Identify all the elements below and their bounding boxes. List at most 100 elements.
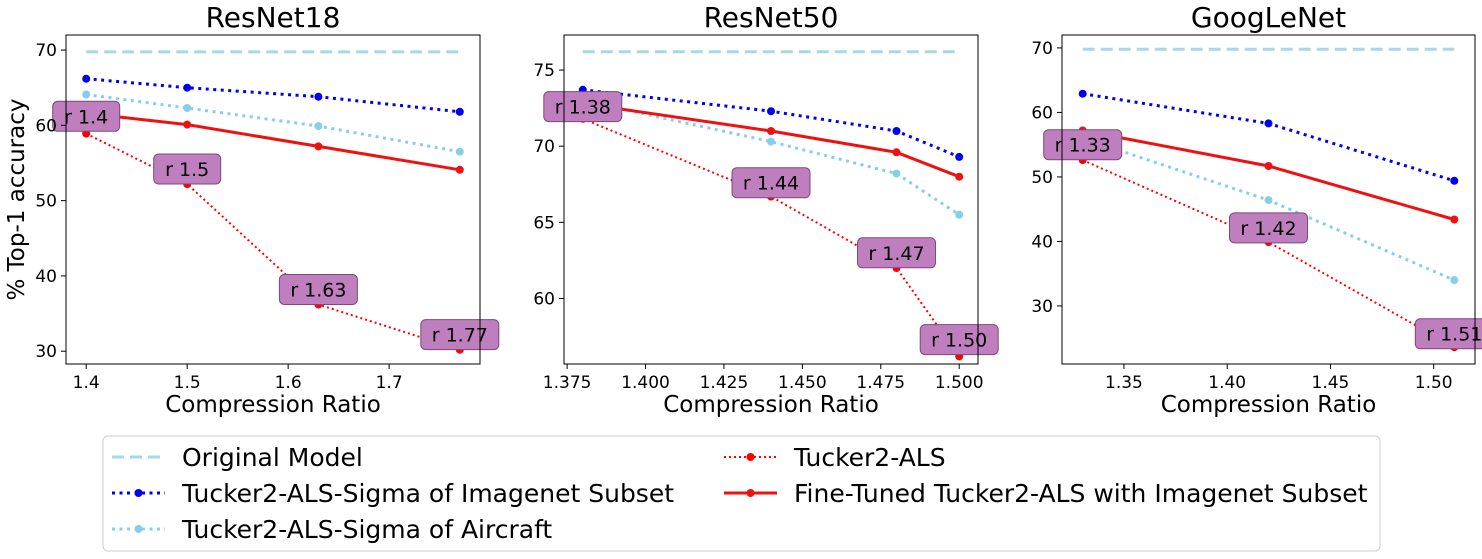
panel-resnet18: ResNet18 r 1.4 r 1.5 r 1.63 r 1.77 1.4 1.5 1.6 1…	[4, 1, 500, 418]
x-tick-label: 1.40	[1208, 373, 1246, 393]
y-tick-label: 60	[35, 116, 57, 136]
x-tick-label: 1.50	[1415, 373, 1453, 393]
series-tucker2-als	[82, 129, 464, 354]
data-point	[955, 172, 964, 181]
data-point	[1450, 176, 1459, 185]
legend-item-tucker2-als: Tucker2-ALS	[724, 443, 946, 472]
annotation-box	[1043, 129, 1123, 161]
panel-title: GoogLeNet	[1191, 1, 1346, 34]
y-tick-label: 50	[1031, 168, 1053, 188]
y-tick-label: 40	[1031, 232, 1053, 252]
x-tick-label: 1.425	[700, 373, 749, 393]
annotation-label: r 1.51	[1426, 324, 1482, 346]
y-tick-label: 30	[1031, 297, 1053, 317]
ratio-annotation: r 1.63	[278, 274, 358, 305]
panel-resnet50: ResNet50 r 1.38 r 1.44 r 1.47 r 1.50 1.375 1.4…	[533, 1, 999, 418]
ratio-annotation: r 1.5	[153, 153, 222, 185]
annotation-label: r 1.5	[165, 159, 209, 181]
annotation-box	[1229, 212, 1308, 244]
ratio-annotation: r 1.51	[1414, 318, 1482, 350]
data-point	[455, 147, 464, 156]
ratio-annotation: r 1.50	[919, 324, 999, 356]
legend-item-original-model: Original Model	[112, 443, 363, 472]
data-point	[892, 169, 901, 178]
series-line	[582, 99, 961, 216]
x-tick-label: 1.4	[73, 373, 100, 393]
x-tick-label: 1.400	[621, 373, 670, 393]
plot-frame	[65, 34, 481, 365]
series-line	[85, 132, 461, 351]
y-tick-label: 70	[35, 41, 57, 61]
annotation-box	[731, 167, 811, 199]
ratio-annotation: r 1.4	[52, 100, 121, 132]
annotation-box	[543, 91, 623, 123]
data-point	[1450, 215, 1459, 224]
y-tick-label: 30	[35, 342, 57, 362]
annotation-box	[52, 100, 121, 132]
series-line	[582, 88, 960, 159]
data-point	[892, 127, 901, 135]
annotation-box	[857, 237, 936, 269]
plot-frame	[1061, 34, 1476, 365]
y-tick-label: 50	[35, 192, 57, 212]
annotation-label: r 1.33	[1055, 135, 1111, 157]
plot-frame	[563, 34, 979, 365]
x-axis-label: Compression Ratio	[1161, 392, 1377, 418]
data-point	[1450, 276, 1459, 285]
x-tick-label: 1.45	[1312, 373, 1350, 393]
data-point	[1264, 196, 1273, 205]
series-line	[1082, 129, 1455, 221]
legend-item-tucker2-als-sigma-of-imagenet-subset: Tucker2-ALS-Sigma of Imagenet Subset	[112, 479, 674, 508]
x-tick-label: 1.35	[1105, 373, 1143, 393]
data-point	[1078, 89, 1087, 98]
series-line	[1082, 159, 1455, 349]
annotation-box	[278, 274, 358, 305]
series-line	[86, 111, 461, 172]
panel-title: ResNet50	[704, 1, 839, 34]
ratio-annotation: r 1.47	[857, 237, 936, 269]
series-tucker2-als-sigma-of-imagenet-subset	[82, 74, 464, 116]
legend-label: Original Model	[182, 443, 363, 472]
data-point	[767, 127, 775, 135]
data-point	[892, 148, 901, 157]
annotation-label: r 1.38	[555, 97, 611, 119]
legend-marker	[134, 489, 143, 497]
annotation-label: r 1.47	[868, 243, 924, 265]
series-line	[582, 102, 960, 179]
annotation-label: r 1.4	[64, 106, 108, 128]
data-point	[1264, 162, 1273, 170]
legend-item-tucker2-als-sigma-of-aircraft: Tucker2-ALS-Sigma of Aircraft	[112, 515, 552, 544]
x-tick-label: 1.500	[935, 373, 984, 393]
series-line	[1082, 136, 1455, 282]
y-tick-label: 60	[1031, 103, 1053, 123]
x-tick-label: 1.5	[174, 373, 201, 393]
series-line	[86, 77, 460, 114]
series-tucker2-als-sigma-of-aircraft	[82, 90, 464, 156]
annotation-box	[420, 319, 500, 351]
annotation-label: r 1.50	[931, 330, 987, 352]
series-tucker2-als	[1078, 156, 1459, 352]
data-point	[82, 90, 91, 99]
annotation-label: r 1.77	[432, 325, 488, 347]
y-tick-label: 70	[1031, 39, 1053, 59]
x-axis-label: Compression Ratio	[663, 392, 879, 418]
data-point	[314, 122, 323, 131]
y-tick-label: 60	[533, 290, 555, 310]
data-point	[314, 92, 323, 101]
legend-label: Tucker2-ALS	[793, 443, 946, 472]
series-tucker2-als-sigma-of-aircraft	[1078, 134, 1459, 285]
y-axis-label: % Top-1 accuracy	[4, 99, 30, 301]
ratio-annotation: r 1.77	[420, 319, 500, 351]
annotation-label: r 1.42	[1240, 218, 1296, 240]
y-tick-label: 70	[533, 137, 555, 157]
x-tick-label: 1.450	[778, 373, 827, 393]
ratio-annotation: r 1.44	[731, 167, 811, 199]
legend: Original Model Tucker2-ALS-Sigma of Image…	[102, 435, 1381, 552]
series-line	[582, 117, 961, 357]
series-tucker2-als-sigma-of-imagenet-subset	[1078, 89, 1459, 185]
ratio-annotation: r 1.33	[1043, 129, 1123, 161]
x-tick-label: 1.6	[275, 373, 302, 393]
legend-marker	[746, 453, 755, 461]
data-point	[767, 137, 775, 146]
